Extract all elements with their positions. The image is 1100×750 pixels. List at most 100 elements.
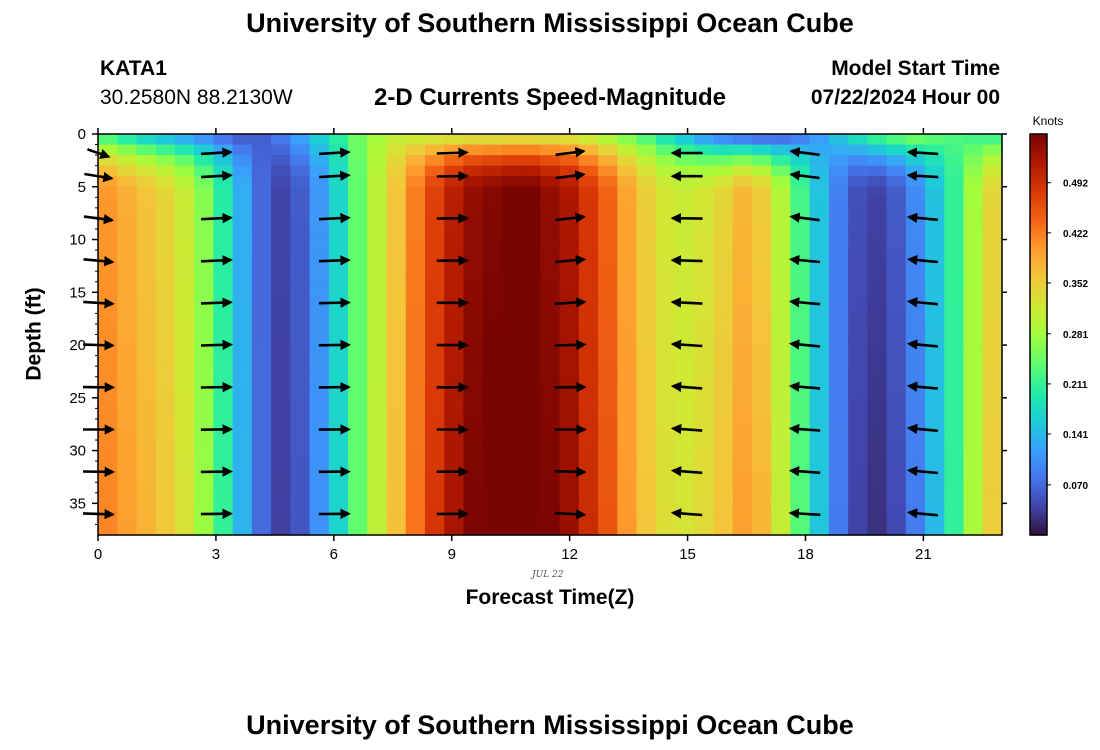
heat-cell [867,524,888,536]
heat-cell [444,176,465,188]
heat-cell [886,471,907,483]
heat-cell [117,197,138,209]
current-vector [319,147,351,158]
heat-cell [521,134,541,146]
heat-cell [790,408,811,420]
heat-cell [655,492,676,504]
heat-cell [925,387,945,399]
heat-cell [251,218,272,230]
heat-cell [251,313,272,325]
heat-cell [540,144,561,156]
heat-cell [751,461,772,473]
heat-cell [559,503,580,515]
heat-cell [655,513,676,526]
heat-cell [751,228,772,241]
current-vector [670,466,703,477]
heat-cell [521,144,541,156]
heat-cell [482,482,503,494]
heat-cell [675,176,695,188]
heat-cell [463,334,484,346]
heat-cell [98,366,118,378]
heat-cell [944,387,965,399]
heat-cell [944,429,965,441]
heat-cell [540,418,561,431]
heat-cell [559,228,580,241]
current-vector [319,170,351,181]
heat-cell [521,313,541,325]
heat-cell [367,271,388,283]
heat-cell [713,345,734,357]
heat-cell [521,492,541,504]
colorbar-segment [1030,264,1047,269]
heat-cell [290,429,311,441]
heat-cell [598,492,618,504]
colorbar-segment [1030,451,1047,456]
heat-cell [963,492,984,504]
heat-cell [271,366,291,378]
heat-cell [848,440,868,452]
heat-cell [848,482,868,494]
heat-cell [386,482,407,494]
heat-cell [732,355,753,367]
heat-cell [174,387,195,399]
heat-cell [867,260,888,272]
heat-cell [925,271,945,283]
heat-cell [694,271,715,283]
heat-cell [290,482,311,494]
station-id: KATA1 [100,57,167,80]
heat-cell [174,228,195,241]
heat-cell [963,387,984,399]
colorbar-segment [1030,194,1047,199]
heat-cell [713,218,734,230]
heat-cell [771,355,792,367]
heat-cell [578,228,599,241]
heat-cell [944,503,965,515]
heat-cell [386,292,407,304]
heat-cell [348,440,368,452]
current-vector [201,170,233,181]
heat-cell [905,134,926,146]
heat-cell [136,503,157,515]
heat-cell [309,176,330,188]
heat-cell [982,144,1003,156]
heat-cell [636,440,657,452]
heat-cell [405,218,426,230]
heat-cell [271,134,291,146]
heat-cell [290,176,311,188]
heat-cell [405,144,426,156]
heat-cell [424,176,445,188]
heat-cell [655,207,676,220]
heat-cell [982,366,1003,378]
colorbar-segment [1030,337,1047,342]
heat-cell [405,503,426,515]
heat-cell [598,218,618,230]
heat-cell [290,376,311,388]
heat-cell [905,355,926,367]
colorbar-segment [1030,174,1047,179]
colorbar-segment [1030,327,1047,332]
heat-cell [501,387,522,399]
heat-cell [309,186,330,198]
heat-cell [424,334,445,346]
heat-cell [771,408,792,420]
heat-cell [559,281,580,293]
heat-cell [424,345,445,357]
heat-cell [559,134,580,146]
heat-cell [328,228,349,241]
colorbar-segment [1030,371,1047,376]
heat-cell [271,355,291,367]
heat-cell [482,281,503,293]
heat-cell [194,313,214,325]
heat-cell [405,155,426,167]
heat-cell [790,176,811,188]
heat-cell [617,345,638,357]
heat-cell [367,228,388,241]
heat-cell [194,461,214,473]
heat-cell [482,186,503,198]
heat-cell [675,271,695,283]
heat-cell [982,482,1003,494]
heat-cell [694,429,715,441]
heat-cell [790,165,811,177]
heat-cell [694,302,715,314]
current-vector [906,147,939,158]
